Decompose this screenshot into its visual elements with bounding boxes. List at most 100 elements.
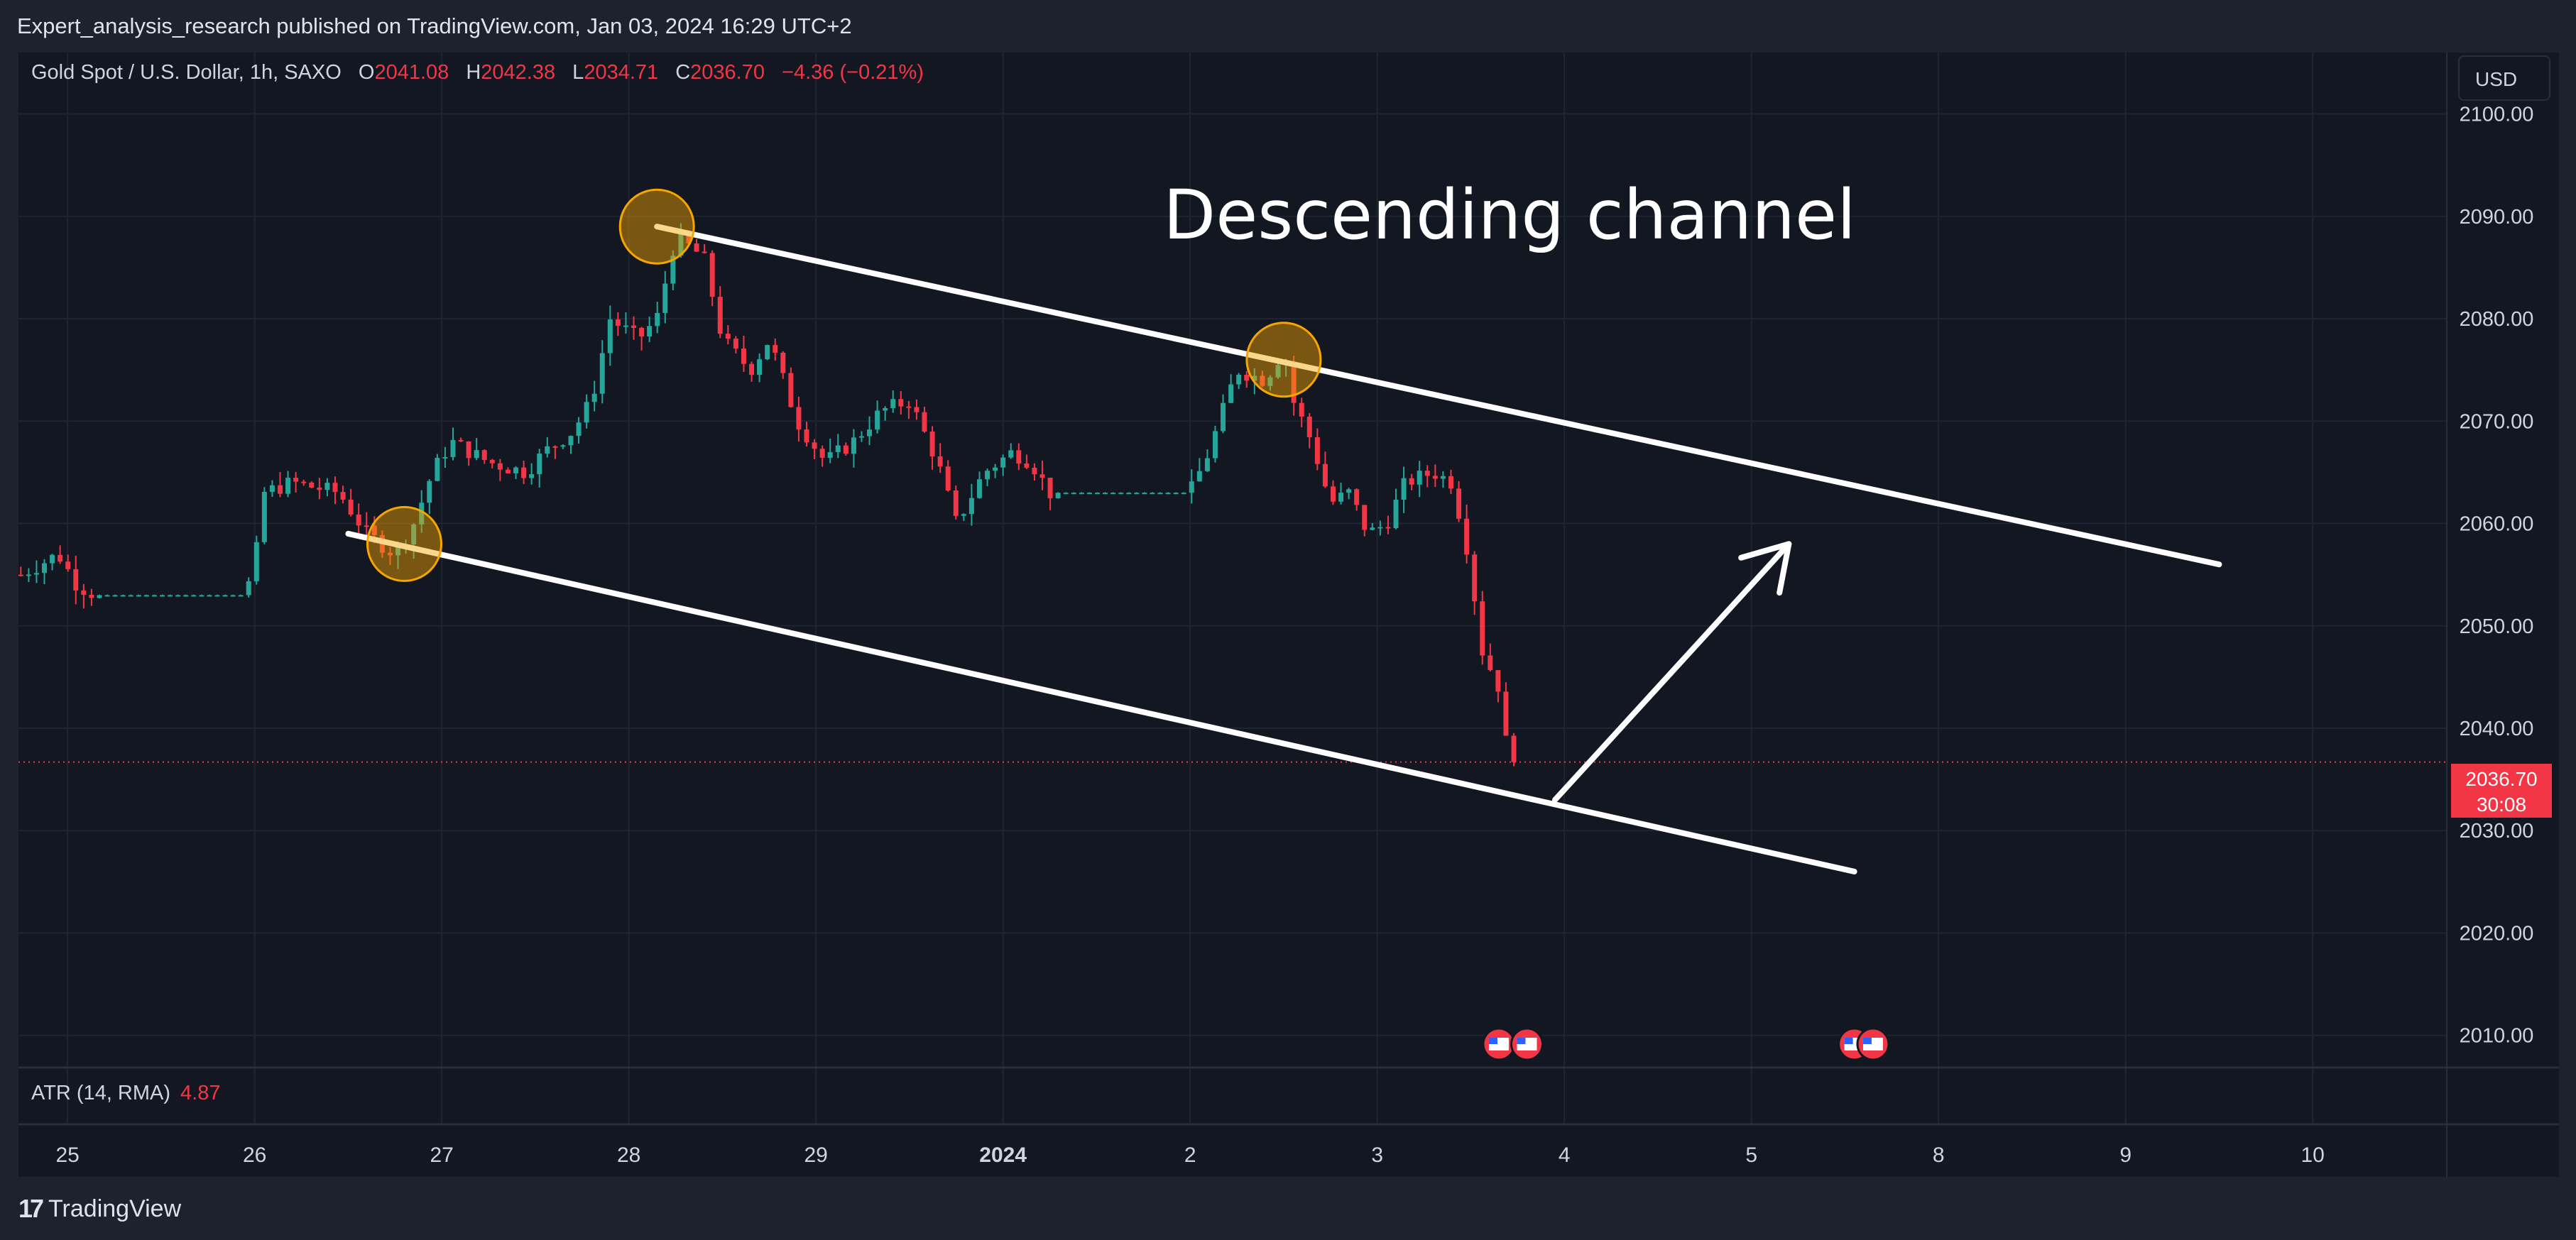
- candle-body: [537, 454, 542, 475]
- candle-body: [741, 349, 746, 364]
- candle-body: [1330, 486, 1336, 502]
- x-tick-label: 3: [1371, 1143, 1383, 1167]
- candle-body: [827, 452, 833, 458]
- projection-arrow-shaft: [1552, 541, 1792, 803]
- candle-body: [97, 595, 102, 598]
- candle-body: [1181, 493, 1186, 495]
- y-tick-label: 2010.00: [2460, 1025, 2534, 1048]
- candle-body: [890, 399, 896, 408]
- candle-body: [875, 410, 880, 430]
- y-tick-label: 2030.00: [2460, 820, 2534, 843]
- candle-body: [1440, 476, 1446, 479]
- candle-body: [796, 407, 802, 429]
- candle-body: [804, 429, 809, 443]
- candle-body: [568, 436, 574, 446]
- candle-body: [686, 232, 692, 244]
- candle-body: [73, 569, 79, 591]
- candle-body: [898, 399, 904, 407]
- candle-body: [773, 345, 778, 353]
- candle-body: [474, 450, 479, 459]
- candle-body: [615, 319, 621, 327]
- candle-body: [835, 445, 841, 453]
- candle-body: [812, 442, 817, 449]
- x-tick-label: 2024: [979, 1143, 1027, 1167]
- candle-body: [1472, 554, 1478, 602]
- candle-body: [1134, 493, 1140, 495]
- atr-indicator-legend[interactable]: ATR (14, RMA) 4.87: [31, 1082, 221, 1105]
- candle-body: [214, 595, 220, 597]
- candle-body: [128, 595, 133, 597]
- candle-body: [427, 481, 432, 503]
- candle-body: [1432, 476, 1438, 479]
- x-tick-label: 8: [1933, 1143, 1945, 1167]
- low-touch-circle: [366, 505, 442, 582]
- candle-body: [18, 574, 23, 576]
- atr-value: 4.87: [180, 1082, 221, 1104]
- candle-body: [906, 406, 912, 408]
- candle-body: [246, 581, 251, 596]
- candle-body: [647, 326, 653, 337]
- candle-body: [395, 545, 401, 556]
- candle-body: [867, 429, 873, 437]
- symbol-name: Gold Spot / U.S. Dollar, 1h, SAXO: [31, 61, 342, 84]
- candle-body: [591, 393, 597, 402]
- candle-body: [222, 595, 228, 597]
- x-tick-label: 5: [1745, 1143, 1757, 1167]
- candle-body: [1118, 493, 1124, 495]
- last-price: 2036.70: [2465, 768, 2538, 790]
- candle-body: [50, 554, 55, 564]
- candle-body: [1173, 493, 1179, 495]
- candle-body: [364, 525, 369, 527]
- candle-body: [1063, 493, 1069, 495]
- candle-body: [1267, 377, 1273, 386]
- candle-body: [1385, 527, 1391, 529]
- tradingview-logo[interactable]: 17 TradingView: [18, 1194, 181, 1224]
- candle-body: [1142, 493, 1147, 495]
- candle-body: [631, 325, 637, 328]
- candle-body: [230, 595, 236, 597]
- lower-channel-line: [345, 530, 1857, 874]
- chart-canvas[interactable]: 2010.00 2020.00 2030.00 2040.00 2050.00 2060.…: [18, 53, 2559, 1177]
- candle-body: [819, 449, 825, 458]
- candle-body: [1456, 488, 1462, 519]
- candle-body: [584, 402, 589, 423]
- high-value: 2042.38: [481, 61, 556, 84]
- candle-body: [278, 485, 283, 494]
- candle-body: [1055, 493, 1061, 498]
- flag-canton-icon: [1862, 1038, 1872, 1044]
- flag-canton-icon: [1844, 1038, 1853, 1044]
- candle-body: [489, 459, 495, 463]
- candle-body: [1094, 493, 1100, 495]
- candle-body: [238, 595, 244, 597]
- x-tick-label: 10: [2301, 1143, 2324, 1167]
- candle-body: [1236, 374, 1242, 385]
- candle-body: [387, 552, 393, 556]
- publisher-bar: Expert_analysis_research published on Tr…: [0, 0, 2576, 53]
- candle-body: [953, 490, 959, 516]
- candle-body: [765, 345, 770, 360]
- candle-body: [1299, 402, 1304, 417]
- close-value: 2036.70: [690, 61, 765, 84]
- candle-body: [458, 439, 464, 441]
- candle-body: [1480, 601, 1485, 656]
- projection-arrow-head: [1738, 541, 1792, 596]
- x-tick-label: 27: [430, 1143, 453, 1167]
- candle-body: [199, 595, 204, 597]
- flag-canton-icon: [1488, 1038, 1497, 1044]
- candle-body: [1488, 655, 1493, 671]
- candle-body: [1071, 493, 1076, 495]
- currency-button[interactable]: USD: [2458, 55, 2550, 101]
- candle-body: [1464, 518, 1470, 555]
- candle-body: [481, 450, 487, 460]
- chart-area[interactable]: 2010.00 2020.00 2030.00 2040.00 2050.00 2060.…: [18, 53, 2559, 1177]
- candle-body: [1377, 527, 1383, 529]
- candle-body: [112, 595, 118, 597]
- candle-body: [757, 359, 763, 375]
- candle-body: [317, 487, 322, 490]
- y-tick-label: 2080.00: [2460, 308, 2534, 331]
- candle-body: [261, 491, 267, 542]
- candle-body: [1016, 450, 1022, 463]
- candle-body: [694, 243, 699, 252]
- candle-body: [858, 436, 864, 438]
- high-label: H: [466, 61, 481, 84]
